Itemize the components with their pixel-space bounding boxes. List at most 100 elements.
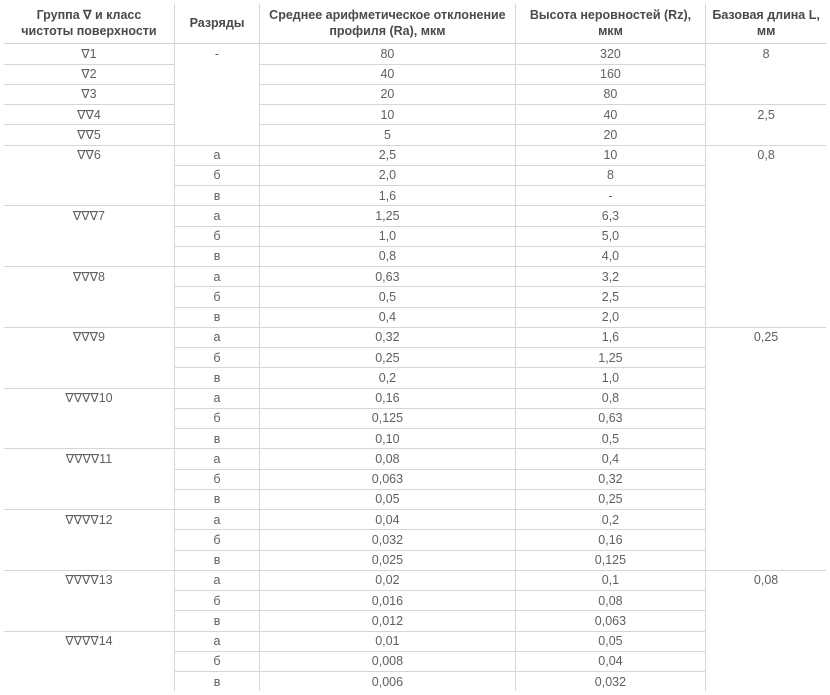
cell-ra: 1,25 [260,206,516,226]
cell-rz: 0,4 [515,449,705,469]
col-header-rz: Высота неровностей (Rz), мкм [515,4,705,44]
cell-class: ∇∇∇7 [4,206,174,267]
cell-length: 2,5 [706,105,826,146]
cell-rz: 1,6 [515,327,705,347]
cell-rz: 0,32 [515,469,705,489]
cell-ra: 2,0 [260,165,516,185]
col-header-class: Группа ∇ и класс чистоты поверхности [4,4,174,44]
cell-class: ∇∇∇∇14 [4,631,174,691]
cell-razr: а [174,145,259,165]
cell-ra: 0,04 [260,510,516,530]
cell-ra: 80 [260,44,516,64]
cell-ra: 2,5 [260,145,516,165]
table-row: ∇1-803208 [4,44,826,64]
cell-ra: 0,2 [260,368,516,388]
cell-rz: 40 [515,105,705,125]
cell-ra: 0,05 [260,489,516,509]
cell-razr: а [174,631,259,651]
cell-razr: - [174,44,259,145]
cell-rz: 1,0 [515,368,705,388]
cell-ra: 0,8 [260,246,516,266]
cell-class: ∇1 [4,44,174,64]
table-row: ∇240160 [4,64,826,84]
cell-rz: 0,08 [515,591,705,611]
cell-rz: 4,0 [515,246,705,266]
cell-razr: а [174,510,259,530]
cell-length: 0,08 [706,570,826,691]
cell-ra: 0,01 [260,631,516,651]
cell-ra: 1,6 [260,186,516,206]
cell-razr: в [174,672,259,692]
roughness-table: Группа ∇ и класс чистоты поверхности Раз… [4,4,826,691]
cell-rz: 0,2 [515,510,705,530]
table-row: ∇∇∇9а0,321,60,25 [4,327,826,347]
cell-ra: 0,125 [260,408,516,428]
cell-rz: 8 [515,165,705,185]
cell-rz: 0,125 [515,550,705,570]
cell-razr: б [174,651,259,671]
cell-class: ∇∇∇9 [4,327,174,388]
cell-ra: 0,4 [260,307,516,327]
cell-rz: 0,5 [515,429,705,449]
cell-razr: в [174,368,259,388]
table-row: ∇∇∇∇12а0,040,2 [4,510,826,530]
cell-rz: 0,1 [515,570,705,590]
cell-razr: а [174,388,259,408]
cell-razr: а [174,449,259,469]
cell-rz: 2,5 [515,287,705,307]
cell-razr: в [174,429,259,449]
cell-ra: 0,025 [260,550,516,570]
table-row: ∇∇6а2,5100,8 [4,145,826,165]
cell-rz: 80 [515,84,705,104]
cell-class: ∇∇5 [4,125,174,145]
cell-ra: 40 [260,64,516,84]
cell-rz: 5,0 [515,226,705,246]
cell-razr: а [174,206,259,226]
cell-razr: в [174,611,259,631]
col-header-razr: Разряды [174,4,259,44]
cell-razr: в [174,307,259,327]
cell-ra: 0,5 [260,287,516,307]
cell-ra: 10 [260,105,516,125]
cell-rz: 6,3 [515,206,705,226]
cell-class: ∇∇6 [4,145,174,206]
cell-razr: б [174,469,259,489]
cell-rz: 10 [515,145,705,165]
cell-razr: б [174,226,259,246]
cell-rz: 0,25 [515,489,705,509]
cell-length: 8 [706,44,826,105]
table-row: ∇∇410402,5 [4,105,826,125]
table-row: ∇∇∇∇13а0,020,10,08 [4,570,826,590]
cell-razr: б [174,165,259,185]
cell-razr: а [174,267,259,287]
table-header-row: Группа ∇ и класс чистоты поверхности Раз… [4,4,826,44]
cell-ra: 0,008 [260,651,516,671]
table-row: ∇∇∇∇10а0,160,8 [4,388,826,408]
cell-class: ∇2 [4,64,174,84]
cell-razr: в [174,489,259,509]
cell-class: ∇∇∇∇10 [4,388,174,449]
cell-ra: 5 [260,125,516,145]
cell-razr: б [174,408,259,428]
cell-razr: в [174,186,259,206]
cell-rz: 3,2 [515,267,705,287]
cell-class: ∇3 [4,84,174,104]
cell-rz: 20 [515,125,705,145]
table-row: ∇∇∇∇11а0,080,4 [4,449,826,469]
table-row: ∇32080 [4,84,826,104]
cell-razr: в [174,550,259,570]
cell-ra: 0,012 [260,611,516,631]
cell-class: ∇∇∇∇12 [4,510,174,571]
cell-rz: 320 [515,44,705,64]
table-row: ∇∇∇7а1,256,3 [4,206,826,226]
cell-ra: 0,25 [260,348,516,368]
cell-rz: 0,8 [515,388,705,408]
table-row: ∇∇5 520 [4,125,826,145]
cell-razr: а [174,327,259,347]
cell-razr: в [174,246,259,266]
cell-ra: 0,16 [260,388,516,408]
cell-razr: а [174,570,259,590]
cell-ra: 0,02 [260,570,516,590]
cell-ra: 0,10 [260,429,516,449]
cell-razr: б [174,348,259,368]
